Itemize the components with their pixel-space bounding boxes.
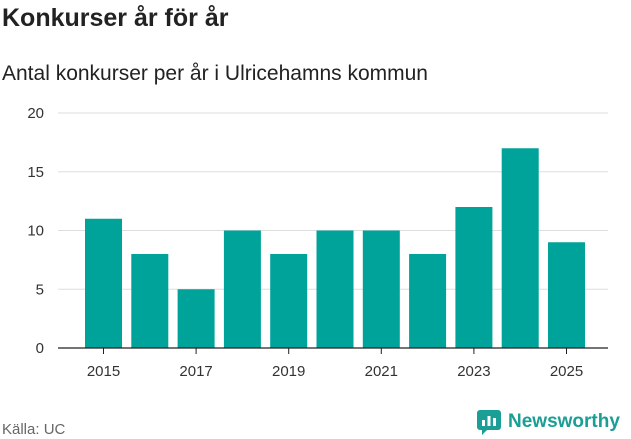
chart-subtitle: Antal konkurser per år i Ulricehamns kom… <box>2 62 428 85</box>
x-tick-label: 2021 <box>365 363 398 380</box>
y-tick-label: 15 <box>27 164 44 181</box>
x-axis-ticks: 2015 2017 2019 2021 2023 2025 <box>87 348 583 380</box>
newsworthy-brand[interactable]: Newsworthy <box>476 409 620 435</box>
y-tick-label: 20 <box>27 105 44 122</box>
y-tick-label: 10 <box>27 223 44 240</box>
x-tick-label: 2017 <box>179 363 212 380</box>
x-tick-label: 2015 <box>87 363 120 380</box>
bar-2025 <box>548 242 585 348</box>
y-tick-label: 0 <box>36 340 44 357</box>
bar-2017 <box>177 289 215 348</box>
bar-2018 <box>223 230 261 348</box>
x-tick-label: 2025 <box>550 363 583 380</box>
bar-chart: 0 5 10 15 20 2015 2017 2019 2021 2023 2025 <box>27 105 608 380</box>
bar-2024 <box>501 148 539 348</box>
y-tick-label: 5 <box>36 281 44 298</box>
bar-2021 <box>362 230 400 348</box>
source-note: Källa: UC <box>2 421 66 438</box>
x-tick-label: 2023 <box>457 363 490 380</box>
x-tick-label: 2019 <box>272 363 305 380</box>
bars <box>85 148 585 348</box>
y-axis-ticks: 0 5 10 15 20 <box>27 105 44 357</box>
bar-2022 <box>409 254 447 348</box>
newsworthy-logo-icon <box>477 410 501 435</box>
bar-2023 <box>455 207 493 348</box>
bar-2019 <box>270 254 308 348</box>
bar-2015 <box>85 218 122 348</box>
chart-title: Konkurser år för år <box>2 4 229 32</box>
bar-2020 <box>316 230 354 348</box>
brand-name: Newsworthy <box>508 411 620 432</box>
bar-2016 <box>131 254 169 348</box>
